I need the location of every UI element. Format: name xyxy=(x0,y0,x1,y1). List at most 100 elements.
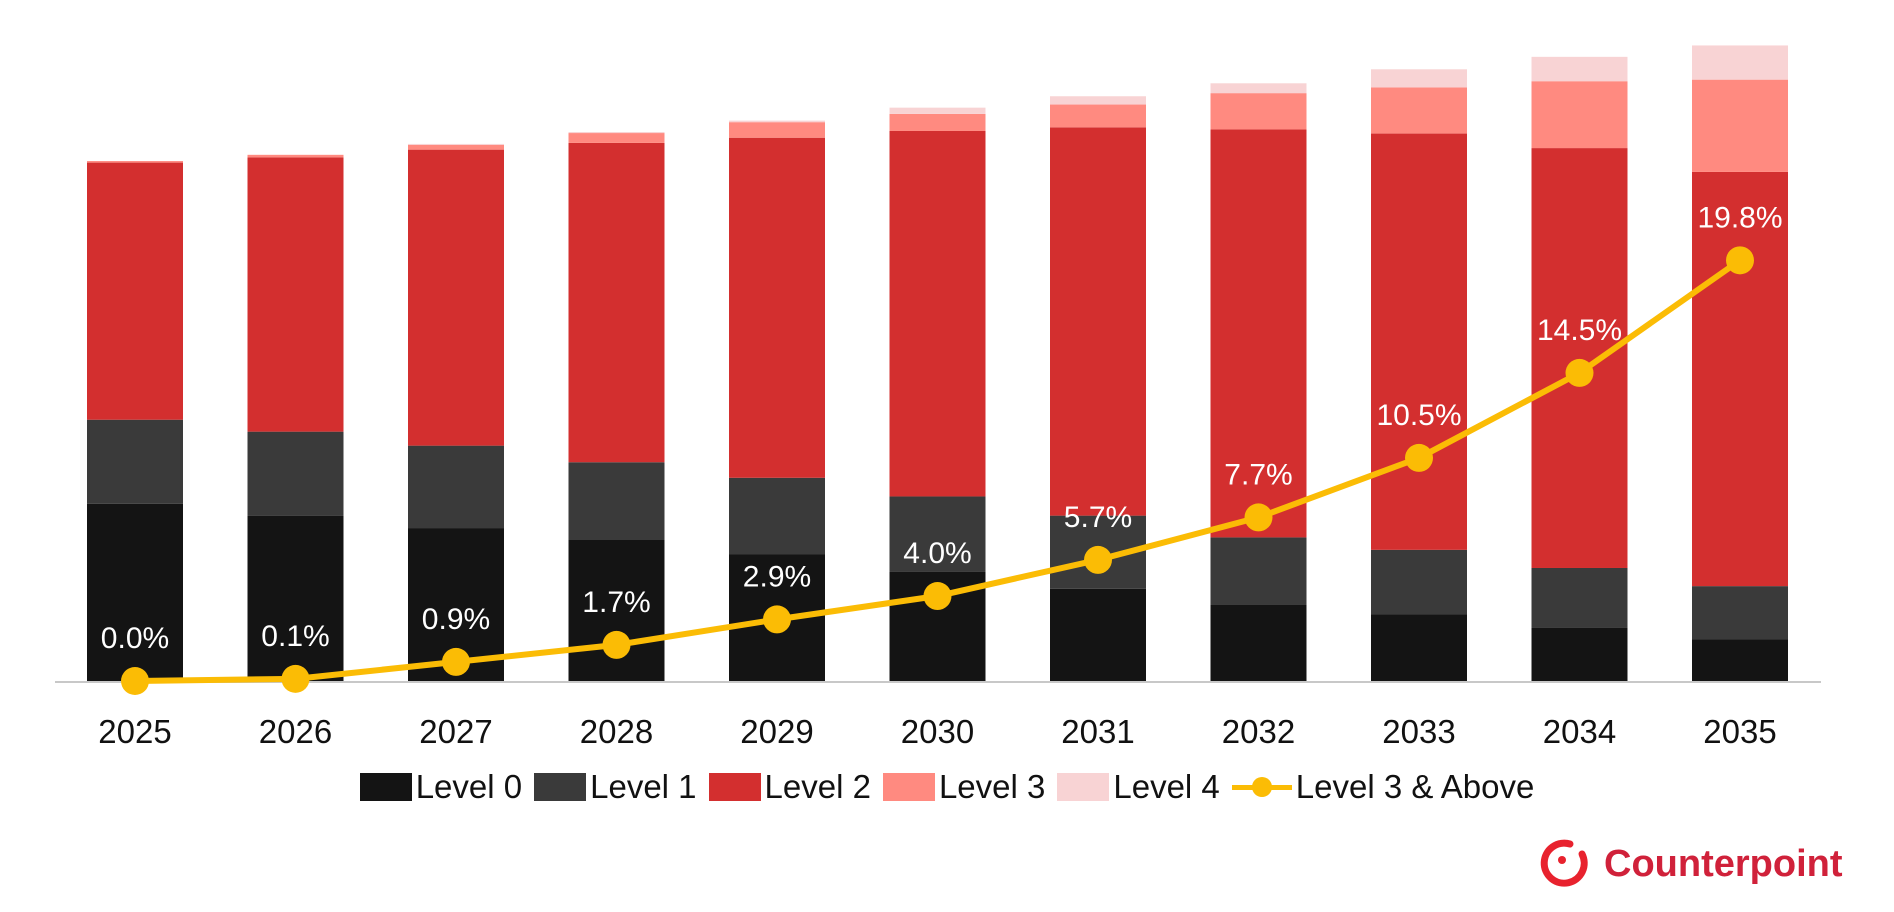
line-point xyxy=(1565,358,1594,387)
bar-segment-level-1-2033 xyxy=(1371,549,1467,615)
line-series-group: 0.0% 0.1% 0.9% 1.7% 2.9% 4.0% 5.7% 7.7% 10.5% 14.… xyxy=(101,201,1783,695)
legend-item-level-2: Level 2 xyxy=(708,768,871,806)
bar-segment-level-0-2031 xyxy=(1050,588,1146,681)
bar-segment-level-4-2032 xyxy=(1210,83,1307,94)
line-point xyxy=(763,605,791,634)
bar-segment-level-3-2031 xyxy=(1050,104,1146,128)
bar-segment-level-2-2030 xyxy=(889,130,986,497)
line-point xyxy=(1726,246,1754,275)
x-tick-label: 2033 xyxy=(1382,713,1455,750)
legend-item-level-4: Level 4 xyxy=(1057,768,1220,806)
data-label: 10.5% xyxy=(1376,399,1461,432)
bar-segment-level-3-2032 xyxy=(1210,93,1307,130)
bar-segment-level-1-2025 xyxy=(87,419,183,504)
legend-label: Level 3 xyxy=(938,768,1046,805)
bar-segment-level-3-2035 xyxy=(1692,79,1788,172)
bar-segment-level-2-2035 xyxy=(1692,171,1788,587)
bar-segment-level-2-2031 xyxy=(1050,127,1146,516)
counterpoint-logo: Counterpoint xyxy=(1540,838,1843,890)
x-tick-label: 2034 xyxy=(1543,713,1616,750)
bar-segment-level-0-2025 xyxy=(87,503,183,681)
bars-group xyxy=(87,45,1788,681)
x-tick-label: 2035 xyxy=(1703,713,1776,750)
bar-segment-level-1-2028 xyxy=(568,462,665,540)
data-label: 5.7% xyxy=(1064,501,1132,534)
bar-segment-level-4-2030 xyxy=(889,107,986,114)
bar-segment-level-2-2026 xyxy=(247,157,344,432)
bar-segment-level-0-2034 xyxy=(1531,627,1628,681)
bar-segment-level-2-2032 xyxy=(1210,129,1307,538)
bar-segment-level-0-2035 xyxy=(1692,639,1788,681)
legend-label: Level 1 xyxy=(590,768,697,805)
x-tick-label: 2025 xyxy=(98,713,171,750)
line-point xyxy=(602,630,631,659)
data-label: 2.9% xyxy=(743,560,811,593)
bar-segment-level-3-2029 xyxy=(729,122,825,138)
x-tick-label: 2029 xyxy=(740,713,813,750)
legend-item-level-3-above: Level 3 & Above xyxy=(1231,768,1535,806)
bar-segment-level-0-2033 xyxy=(1371,614,1467,681)
legend-swatch xyxy=(708,773,761,801)
bar-segment-level-3-2026 xyxy=(247,154,344,158)
bar-segment-level-1-2035 xyxy=(1692,586,1788,640)
x-tick-label: 2032 xyxy=(1222,713,1295,750)
x-tick-labels: 2025 2026 2027 2028 2029 2030 2031 2032 2033 2034… xyxy=(98,713,1776,750)
bar-segment-level-0-2026 xyxy=(247,515,344,681)
data-label: 7.7% xyxy=(1224,458,1292,491)
bar-segment-level-1-2030 xyxy=(889,496,986,572)
legend-label: Level 3 & Above xyxy=(1295,768,1535,805)
data-label: 19.8% xyxy=(1697,201,1782,234)
legend: Level 0 Level 1 Level 2 Level 3 Level 4 … xyxy=(0,768,1894,806)
line-point xyxy=(1244,503,1273,532)
bar-segment-level-1-2026 xyxy=(247,431,344,516)
data-label: 0.0% xyxy=(101,622,169,655)
bar-segment-level-4-2031 xyxy=(1050,96,1146,105)
x-tick-label: 2030 xyxy=(901,713,974,750)
bar-segment-level-3-2034 xyxy=(1531,81,1628,149)
data-label: 14.5% xyxy=(1537,314,1622,347)
bar-segment-level-2-2034 xyxy=(1531,148,1628,568)
legend-swatch xyxy=(882,773,935,801)
data-label: 4.0% xyxy=(903,537,971,570)
bar-segment-level-2-2027 xyxy=(408,149,504,446)
bar-segment-level-2-2025 xyxy=(87,162,183,420)
logo-text: Counterpoint xyxy=(1604,842,1843,885)
x-tick-label: 2028 xyxy=(580,713,653,750)
bar-segment-level-4-2029 xyxy=(729,120,825,123)
bar-segment-level-4-2033 xyxy=(1371,69,1467,88)
x-tick-label: 2027 xyxy=(419,713,492,750)
data-label: 1.7% xyxy=(582,586,650,619)
bar-segment-level-0-2032 xyxy=(1210,604,1307,681)
data-label: 0.1% xyxy=(261,620,329,653)
bar-segment-level-2-2029 xyxy=(729,137,825,478)
line-point xyxy=(1084,545,1112,574)
legend-item-level-1: Level 1 xyxy=(534,768,697,806)
data-label: 0.9% xyxy=(422,603,490,636)
bar-segment-level-1-2032 xyxy=(1210,537,1307,605)
legend-swatch xyxy=(1057,773,1110,801)
bar-segment-level-3-2033 xyxy=(1371,87,1467,134)
bar-segment-level-4-2027 xyxy=(408,143,504,145)
legend-line-swatch xyxy=(1231,773,1292,801)
bar-segment-level-4-2034 xyxy=(1531,56,1628,82)
legend-label: Level 4 xyxy=(1113,768,1220,805)
x-tick-label: 2031 xyxy=(1061,713,1134,750)
legend-swatch xyxy=(359,773,412,801)
bar-segment-level-3-2025 xyxy=(87,161,183,163)
bar-segment-level-2-2033 xyxy=(1371,133,1467,550)
bar-segment-level-1-2027 xyxy=(408,445,504,529)
x-tick-label: 2026 xyxy=(259,713,332,750)
bar-segment-level-3-2028 xyxy=(568,133,665,143)
bar-segment-level-1-2029 xyxy=(729,477,825,555)
legend-item-level-0: Level 0 xyxy=(359,768,523,806)
bar-segment-level-3-2027 xyxy=(408,144,504,150)
counterpoint-logo-icon xyxy=(1540,839,1588,887)
legend-label: Level 2 xyxy=(764,768,871,805)
bar-segment-level-4-2028 xyxy=(568,132,665,134)
legend-item-level-3: Level 3 xyxy=(882,768,1046,806)
line-point xyxy=(442,647,470,676)
legend-label: Level 0 xyxy=(415,768,523,805)
bar-segment-level-4-2035 xyxy=(1692,45,1788,80)
line-point xyxy=(281,664,310,693)
